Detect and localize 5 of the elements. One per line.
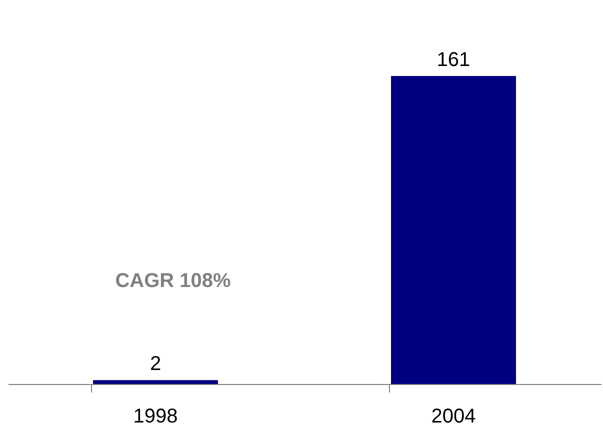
annotation: CAGR 108% xyxy=(115,270,232,292)
x-tick-label: 2004 xyxy=(431,406,476,428)
data-label: 161 xyxy=(436,49,470,71)
x-tick-label: 1998 xyxy=(133,406,178,428)
data-label: 2 xyxy=(150,353,162,376)
